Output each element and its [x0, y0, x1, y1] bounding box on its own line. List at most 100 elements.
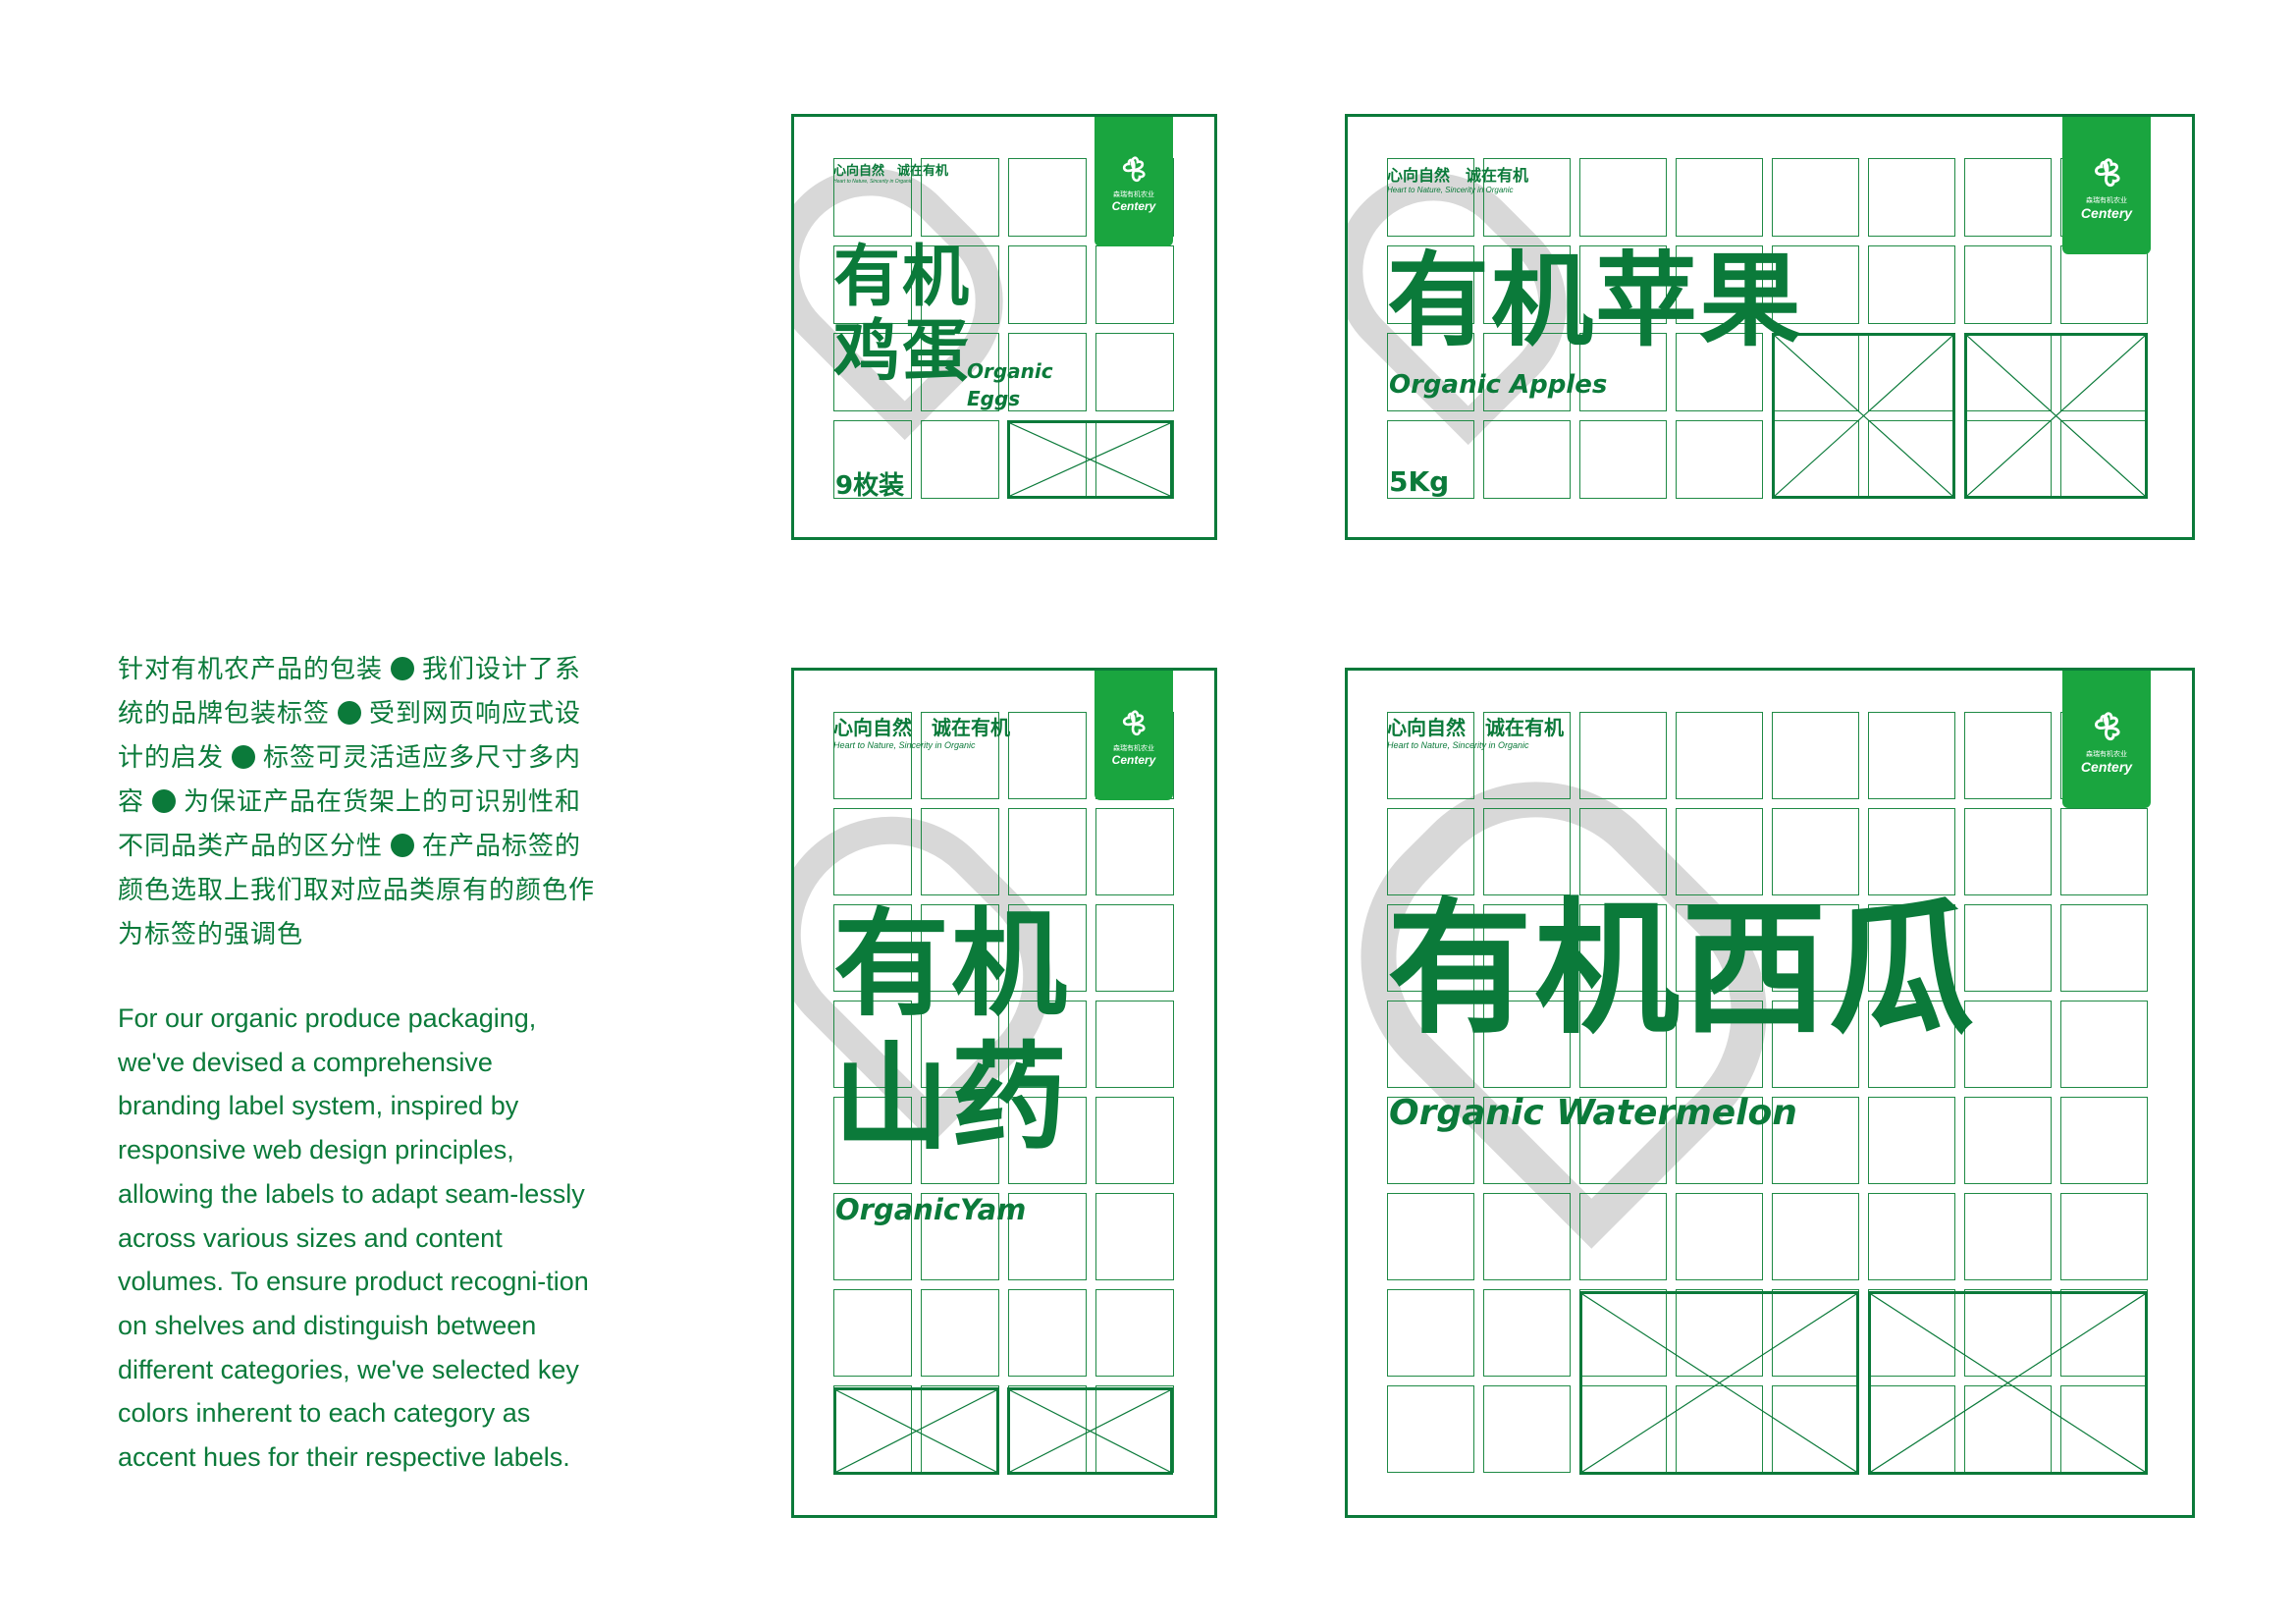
grid-cell — [1772, 712, 1859, 799]
logo-brand-cn: 森瑞有机农业 — [1113, 744, 1154, 752]
grid-cell — [1387, 1097, 1474, 1184]
slogan-en: Heart to Nature, Sincerity in Organic — [1387, 740, 1529, 750]
product-title: 有机 鸡蛋 — [833, 244, 971, 386]
grid-cell — [1676, 333, 1763, 411]
grid-cell — [1095, 1193, 1174, 1280]
grid-cell — [1579, 1097, 1667, 1184]
grid-cell — [1387, 1385, 1474, 1473]
clover-logo-icon — [1122, 156, 1146, 183]
grid-cell — [1387, 808, 1474, 895]
english-line-2: Eggs — [967, 387, 1021, 410]
logo-brand-name: Centery — [2080, 204, 2133, 221]
grid-cell — [833, 1097, 912, 1184]
placeholder-cross-icon — [1967, 336, 2145, 496]
grid-cell — [1483, 712, 1571, 799]
clover-logo-icon — [2094, 711, 2119, 740]
grid-cell — [833, 1289, 912, 1377]
grid-cell — [1387, 333, 1474, 411]
grid-cell — [1095, 333, 1174, 411]
grid-cell — [1483, 1097, 1571, 1184]
grid-cell — [921, 245, 999, 324]
grid-cell — [1579, 1001, 1667, 1088]
brand-logo: 森瑞有机农业 Centery — [2062, 671, 2151, 808]
product-english-name: OrganicYam — [835, 1193, 1027, 1226]
grid-cell — [1964, 712, 2052, 799]
grid-cell — [1483, 1193, 1571, 1280]
image-placeholder — [1007, 420, 1173, 499]
label-card-eggs: 森瑞有机农业 Centery 心向自然 诚在有机 Heart to Nature,… — [791, 114, 1217, 540]
grid-cell — [1579, 1193, 1667, 1280]
grid-cell — [1483, 1385, 1571, 1473]
grid-cell — [1676, 158, 1763, 237]
brand-logo: 森瑞有机农业 Centery — [1095, 671, 1173, 800]
product-title: 有机 山药 — [833, 906, 1069, 1156]
grid-cell — [1772, 245, 1859, 324]
image-placeholder — [1772, 333, 1955, 499]
grid-cell — [1579, 420, 1667, 499]
grid-cell — [921, 420, 999, 499]
slogan: 心向自然 诚在有机 Heart to Nature, Sincerity in … — [1387, 712, 1564, 750]
grid-cell — [1964, 158, 2052, 237]
grid-cell — [921, 158, 999, 237]
product-title: 有机苹果 — [1387, 241, 1804, 360]
grid-cell — [1579, 158, 1667, 237]
grid-cell — [1387, 1001, 1474, 1088]
grid-cell — [1483, 1289, 1571, 1377]
label-card-watermelon: 森瑞有机农业 Centery 心向自然 诚在有机 Heart to Nature,… — [1345, 668, 2195, 1518]
english-line-1: Organic — [967, 359, 1053, 383]
image-placeholder — [1868, 1291, 2148, 1475]
grid-cell — [1387, 904, 1474, 992]
grid-cell — [2060, 1001, 2148, 1088]
grid-cell — [1676, 420, 1763, 499]
grid-cell — [1868, 1001, 1955, 1088]
image-placeholder — [1579, 1291, 1859, 1475]
grid-cell — [1772, 1193, 1859, 1280]
grid-cell — [833, 333, 912, 411]
grid-cell — [1676, 1001, 1763, 1088]
grid-cell — [1579, 904, 1667, 992]
placeholder-cross-icon — [1010, 1390, 1170, 1472]
grid-cell — [1008, 245, 1087, 324]
label-card-apples: 森瑞有机农业 Centery 心向自然 诚在有机 Heart to Nature,… — [1345, 114, 2195, 540]
slogan: 心向自然 诚在有机 Heart to Nature, Sincerity in … — [833, 712, 1010, 750]
grid-cell — [2060, 808, 2148, 895]
grid-cell — [921, 333, 999, 411]
grid-cell — [833, 245, 912, 324]
grid-cell — [1483, 158, 1571, 237]
clover-logo-icon — [1122, 710, 1146, 736]
bullet-dot-icon — [232, 745, 256, 769]
grid-cell — [833, 808, 912, 895]
grid-cell — [1008, 1001, 1087, 1088]
grid-cell — [921, 808, 999, 895]
bullet-dot-icon — [338, 701, 362, 725]
grid-cell — [1579, 245, 1667, 324]
placeholder-cross-icon — [836, 1390, 996, 1472]
grid-cell — [1868, 1193, 1955, 1280]
grid-cell — [1483, 1001, 1571, 1088]
grid-cell — [1772, 808, 1859, 895]
title-line-1: 有机 — [833, 239, 972, 316]
grid-cell — [1095, 808, 1174, 895]
grid-cell — [1964, 808, 2052, 895]
cn-segment: 针对有机农产品的包装 — [118, 655, 384, 684]
slogan: 心向自然 诚在有机 Heart to Nature, Sincerity in … — [1387, 162, 1528, 194]
grid-cell — [1676, 1289, 1763, 1377]
grid-cell — [1868, 712, 1955, 799]
product-title: 有机西瓜 — [1387, 885, 1976, 1054]
grid-cell — [1095, 1001, 1174, 1088]
grid-cell — [1579, 808, 1667, 895]
grid-cell — [1964, 245, 2052, 324]
slogan-en: Heart to Nature, Sincerity in Organic — [833, 740, 976, 750]
grid-cell — [1387, 1289, 1474, 1377]
grid-cell — [1387, 245, 1474, 324]
grid-cell — [1676, 904, 1763, 992]
product-english-name: Organic Watermelon — [1389, 1093, 1797, 1133]
grid-cell — [1483, 245, 1571, 324]
cn-segment: 受到网页响应式设计的启发 — [118, 699, 582, 773]
grid-cell — [1868, 808, 1955, 895]
grid-cell — [833, 1001, 912, 1088]
grid-cell — [1676, 245, 1763, 324]
grid-cell — [921, 712, 999, 799]
image-placeholder — [1007, 1387, 1173, 1475]
description-block: 针对有机农产品的包装 我们设计了系统的品牌包装标签 受到网页响应式设计的启发 标签可灵… — [118, 648, 599, 1480]
